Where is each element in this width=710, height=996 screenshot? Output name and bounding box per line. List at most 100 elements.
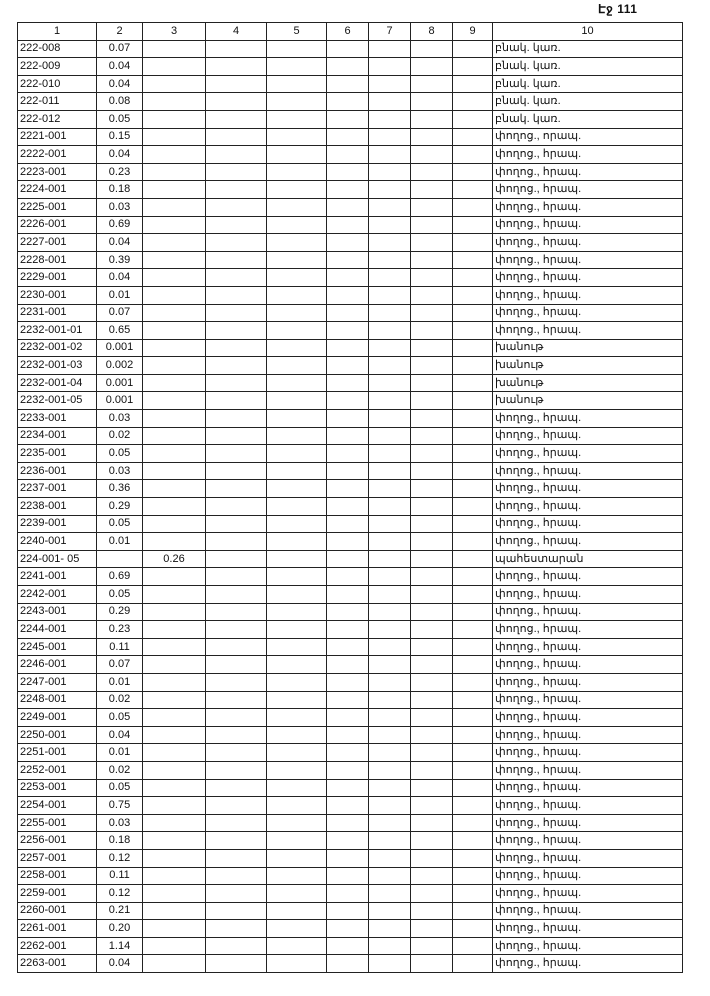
table-row: 2227-001 0.04 փողոց., հրապ. <box>17 233 683 252</box>
cell-col-3 <box>142 585 206 604</box>
cell-col-3 <box>142 497 206 516</box>
table-row: 2261-001 0.20 փողոց., հրապ. <box>17 919 683 938</box>
cell-col-4 <box>205 567 267 586</box>
cell-col-10: փողոց., հրապ. <box>492 602 683 622</box>
cell-col-9 <box>452 497 493 516</box>
cell-col-10: պահեստարան <box>492 549 683 569</box>
cell-col-1: 2259-001 <box>17 884 97 903</box>
cell-col-10: փողոց., հրապ. <box>492 743 683 762</box>
table-row: 2238-001 0.29 փողոց., հրապ. <box>17 497 683 516</box>
cell-col-3 <box>142 479 206 499</box>
cell-col-10: փողոց., հրապ. <box>492 285 683 305</box>
cell-col-2: 0.18 <box>96 831 143 850</box>
cell-col-10: փողոց., հրապ. <box>492 672 683 692</box>
cell-col-8 <box>410 884 453 903</box>
cell-col-5 <box>266 250 327 270</box>
cell-col-9 <box>452 197 493 217</box>
cell-col-6 <box>326 338 369 358</box>
cell-col-7 <box>368 180 411 199</box>
cell-col-3 <box>142 725 206 745</box>
cell-col-3 <box>142 145 206 164</box>
cell-col-10: բնակ. կառ. <box>492 92 683 111</box>
cell-col-8 <box>410 285 453 305</box>
cell-col-4 <box>205 127 267 147</box>
cell-col-4 <box>205 866 267 886</box>
cell-col-1: 2234-001 <box>17 426 97 446</box>
cell-col-8 <box>410 532 453 551</box>
cell-col-7 <box>368 585 411 604</box>
cell-col-3 <box>142 39 206 59</box>
cell-col-4 <box>205 637 267 657</box>
cell-col-2: 0.04 <box>96 145 143 164</box>
cell-col-8 <box>410 145 453 164</box>
cell-col-4 <box>205 356 267 375</box>
cell-col-2: 0.65 <box>96 321 143 340</box>
cell-col-8 <box>410 901 453 921</box>
cell-col-10: փողոց., հրապ. <box>492 690 683 710</box>
cell-col-2: 0.12 <box>96 884 143 903</box>
cell-col-2 <box>96 549 143 569</box>
cell-col-10: փողոց., հրապ. <box>492 426 683 446</box>
cell-col-5 <box>266 831 327 850</box>
cell-col-1: 2248-001 <box>17 690 97 710</box>
table-row: 2232-001-04 0.001 խանութ <box>17 373 683 393</box>
cell-col-2: 0.36 <box>96 479 143 499</box>
cell-col-8 <box>410 461 453 481</box>
cell-col-2: 0.001 <box>96 338 143 358</box>
cell-col-8 <box>410 778 453 798</box>
cell-col-7 <box>368 655 411 674</box>
cell-col-4 <box>205 250 267 270</box>
cell-col-2: 0.03 <box>96 197 143 217</box>
cell-col-9 <box>452 796 493 815</box>
cell-col-6 <box>326 549 369 569</box>
cell-col-1: 2233-001 <box>17 409 97 428</box>
table-row: 224-001- 05 0.26 պահեստարան <box>17 549 683 569</box>
cell-col-7 <box>368 672 411 692</box>
table-row: 2251-001 0.01 փողոց., հրապ. <box>17 743 683 762</box>
cell-col-2: 1.14 <box>96 936 143 956</box>
cell-col-2: 0.11 <box>96 637 143 657</box>
cell-col-10: փողոց., հրապ. <box>492 620 683 639</box>
cell-col-1: 2246-001 <box>17 655 97 674</box>
cell-col-2: 0.04 <box>96 233 143 252</box>
cell-col-7 <box>368 197 411 217</box>
table-row: 2246-001 0.07 փողոց., հրապ. <box>17 655 683 674</box>
cell-col-8 <box>410 321 453 340</box>
cell-col-5 <box>266 338 327 358</box>
table-row: 2225-001 0.03 փողոց., հրապ. <box>17 197 683 217</box>
cell-col-8 <box>410 356 453 375</box>
cell-col-6 <box>326 479 369 499</box>
cell-col-1: 2252-001 <box>17 760 97 780</box>
cell-col-9 <box>452 338 493 358</box>
cell-col-1: 2227-001 <box>17 233 97 252</box>
cell-col-6 <box>326 497 369 516</box>
cell-col-5 <box>266 585 327 604</box>
cell-col-5 <box>266 285 327 305</box>
cell-col-9 <box>452 708 493 727</box>
cell-col-6 <box>326 145 369 164</box>
cell-col-5 <box>266 901 327 921</box>
cell-col-6 <box>326 831 369 850</box>
cell-col-1: 2224-001 <box>17 180 97 199</box>
cell-col-7 <box>368 109 411 129</box>
column-header: 6 <box>326 22 369 41</box>
cell-col-1: 2247-001 <box>17 672 97 692</box>
cell-col-3 <box>142 338 206 358</box>
cell-col-10: փողոց., հրապ. <box>492 479 683 499</box>
cell-col-9 <box>452 391 493 411</box>
cell-col-9 <box>452 127 493 147</box>
table-row: 2262-001 1.14 փողոց., հրապ. <box>17 936 683 956</box>
table-row: 2252-001 0.02 փողոց., հրապ. <box>17 760 683 780</box>
cell-col-3 <box>142 796 206 815</box>
cell-col-9 <box>452 303 493 323</box>
cell-col-4 <box>205 813 267 833</box>
cell-col-8 <box>410 92 453 111</box>
cell-col-4 <box>205 268 267 287</box>
cell-col-5 <box>266 778 327 798</box>
cell-col-7 <box>368 39 411 59</box>
cell-col-3 <box>142 919 206 938</box>
cell-col-2: 0.002 <box>96 356 143 375</box>
cell-col-3 <box>142 215 206 235</box>
cell-col-4 <box>205 585 267 604</box>
table-row: 2259-001 0.12 փողոց., հրապ. <box>17 884 683 903</box>
